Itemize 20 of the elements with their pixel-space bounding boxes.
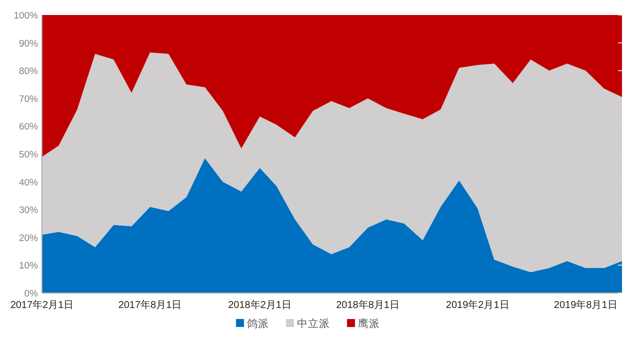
y-tick-label: 60% bbox=[18, 122, 39, 133]
y-tick-label: 30% bbox=[18, 205, 39, 216]
legend-label: 鸽派 bbox=[247, 317, 269, 330]
legend-label: 鹰派 bbox=[358, 317, 380, 330]
y-tick-label: 20% bbox=[18, 232, 39, 244]
x-tick-label: 2017年2月1日 bbox=[10, 299, 74, 311]
y-tick-label: 10% bbox=[18, 260, 39, 272]
y-tick-label: 70% bbox=[18, 94, 39, 105]
x-tick-label: 2018年2月1日 bbox=[228, 299, 292, 311]
legend-label: 中立派 bbox=[297, 317, 330, 330]
x-tick-label: 2017年8月1日 bbox=[118, 299, 182, 311]
y-tick-label: 40% bbox=[18, 177, 39, 188]
y-tick-label: 50% bbox=[18, 150, 39, 160]
x-tick-label: 2019年2月1日 bbox=[446, 299, 510, 311]
y-tick-label: 80% bbox=[18, 66, 39, 78]
x-tick-label: 2019年8月1日 bbox=[554, 299, 618, 311]
y-tick-label: 100% bbox=[14, 10, 39, 22]
x-tick-label: 2018年8月1日 bbox=[336, 299, 400, 311]
y-tick-label: 90% bbox=[18, 38, 39, 50]
y-tick-label: 0% bbox=[24, 288, 39, 300]
